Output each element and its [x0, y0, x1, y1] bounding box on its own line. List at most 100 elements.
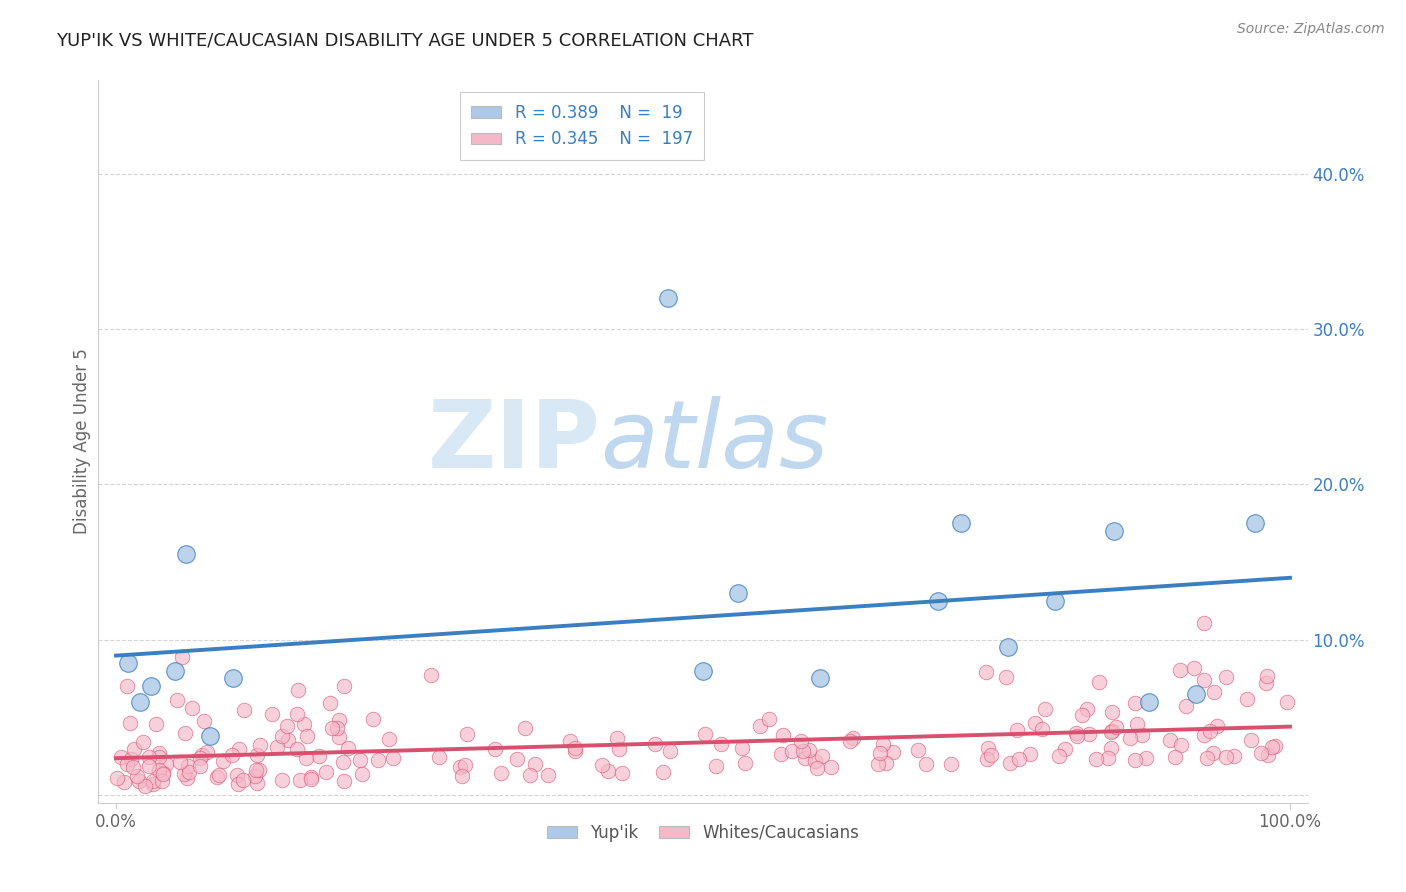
Whites/Caucasians: [332, 755, 354, 769]
Whites/Caucasians: [315, 764, 337, 779]
Whites/Caucasians: [243, 769, 266, 783]
Whites/Caucasians: [188, 751, 211, 765]
Whites/Caucasians: [232, 772, 254, 787]
Whites/Caucasians: [1168, 663, 1191, 677]
Whites/Caucasians: [596, 764, 619, 779]
Yup'ik: [222, 672, 245, 686]
Yup'ik: [808, 672, 831, 686]
Whites/Caucasians: [1101, 705, 1123, 719]
Whites/Caucasians: [806, 761, 828, 775]
Whites/Caucasians: [226, 776, 249, 790]
Whites/Caucasians: [839, 734, 862, 748]
Whites/Caucasians: [325, 721, 347, 735]
Whites/Caucasians: [1202, 746, 1225, 760]
Whites/Caucasians: [1066, 726, 1088, 740]
Whites/Caucasians: [1070, 707, 1092, 722]
Whites/Caucasians: [1236, 691, 1258, 706]
Whites/Caucasians: [842, 731, 865, 745]
Whites/Caucasians: [142, 774, 165, 789]
Whites/Caucasians: [1192, 727, 1215, 741]
Whites/Caucasians: [872, 737, 894, 751]
Whites/Caucasians: [191, 747, 214, 762]
Whites/Caucasians: [166, 692, 188, 706]
Whites/Caucasians: [276, 719, 298, 733]
Whites/Caucasians: [381, 751, 404, 765]
Whites/Caucasians: [758, 713, 780, 727]
Whites/Caucasians: [1164, 750, 1187, 764]
Whites/Caucasians: [225, 768, 247, 782]
Whites/Caucasians: [710, 738, 733, 752]
Whites/Caucasians: [939, 756, 962, 771]
Whites/Caucasians: [1123, 753, 1146, 767]
Yup'ik: [1043, 594, 1066, 608]
Whites/Caucasians: [287, 682, 309, 697]
Whites/Caucasians: [560, 734, 582, 748]
Whites/Caucasians: [1033, 701, 1056, 715]
Whites/Caucasians: [195, 745, 218, 759]
Whites/Caucasians: [150, 773, 173, 788]
Whites/Caucasians: [1170, 739, 1192, 753]
Whites/Caucasians: [247, 763, 270, 777]
Whites/Caucasians: [271, 772, 294, 787]
Whites/Caucasians: [125, 769, 148, 783]
Whites/Caucasians: [792, 744, 814, 758]
Whites/Caucasians: [142, 777, 165, 791]
Whites/Caucasians: [644, 737, 666, 751]
Whites/Caucasians: [820, 760, 842, 774]
Whites/Caucasians: [221, 748, 243, 763]
Whites/Caucasians: [193, 714, 215, 729]
Whites/Caucasians: [1264, 739, 1286, 753]
Whites/Caucasians: [454, 757, 477, 772]
Yup'ik: [176, 547, 198, 561]
Whites/Caucasians: [607, 742, 630, 756]
Whites/Caucasians: [995, 670, 1018, 684]
Whites/Caucasians: [260, 707, 283, 722]
Whites/Caucasians: [115, 757, 138, 772]
Whites/Caucasians: [181, 701, 204, 715]
Whites/Caucasians: [1257, 748, 1279, 763]
Whites/Caucasians: [155, 756, 177, 771]
Whites/Caucasians: [295, 751, 318, 765]
Whites/Caucasians: [1053, 741, 1076, 756]
Whites/Caucasians: [290, 772, 312, 787]
Whites/Caucasians: [328, 714, 350, 728]
Yup'ik: [997, 640, 1019, 655]
Whites/Caucasians: [1007, 723, 1029, 738]
Whites/Caucasians: [367, 753, 389, 767]
Whites/Caucasians: [105, 771, 128, 785]
Y-axis label: Disability Age Under 5: Disability Age Under 5: [73, 349, 91, 534]
Whites/Caucasians: [1024, 716, 1046, 731]
Whites/Caucasians: [1085, 751, 1108, 765]
Whites/Caucasians: [450, 769, 472, 783]
Whites/Caucasians: [1159, 732, 1181, 747]
Whites/Caucasians: [1123, 696, 1146, 710]
Yup'ik: [950, 516, 973, 530]
Whites/Caucasians: [1254, 676, 1277, 690]
Whites/Caucasians: [301, 770, 323, 784]
Whites/Caucasians: [606, 731, 628, 745]
Whites/Caucasians: [797, 743, 820, 757]
Whites/Caucasians: [652, 764, 675, 779]
Whites/Caucasians: [148, 749, 170, 764]
Whites/Caucasians: [1130, 729, 1153, 743]
Yup'ik: [163, 664, 186, 678]
Whites/Caucasians: [734, 756, 756, 770]
Whites/Caucasians: [308, 748, 330, 763]
Whites/Caucasians: [318, 696, 340, 710]
Yup'ik: [128, 695, 150, 709]
Text: ZIP: ZIP: [427, 395, 600, 488]
Whites/Caucasians: [1126, 716, 1149, 731]
Whites/Caucasians: [285, 707, 308, 722]
Whites/Caucasians: [321, 721, 343, 735]
Whites/Caucasians: [188, 758, 211, 772]
Whites/Caucasians: [1195, 751, 1218, 765]
Whites/Caucasians: [297, 729, 319, 743]
Whites/Caucasians: [378, 731, 401, 746]
Whites/Caucasians: [246, 776, 269, 790]
Whites/Caucasians: [173, 725, 195, 739]
Whites/Caucasians: [1199, 723, 1222, 738]
Whites/Caucasians: [1105, 721, 1128, 735]
Whites/Caucasians: [152, 766, 174, 780]
Whites/Caucasians: [122, 742, 145, 756]
Whites/Caucasians: [228, 742, 250, 756]
